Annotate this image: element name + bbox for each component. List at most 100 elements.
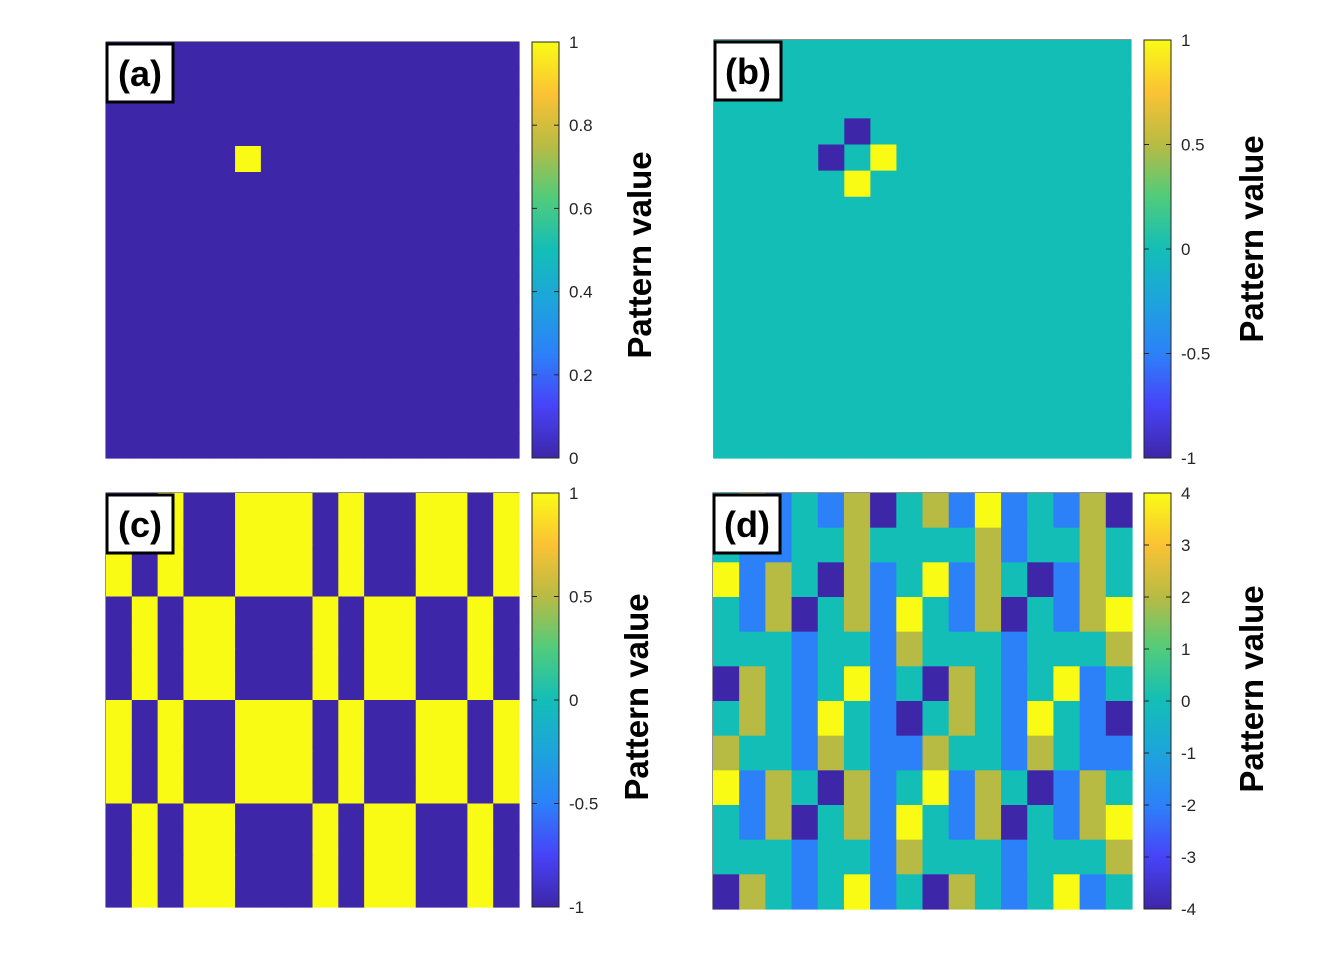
heatmap-cell xyxy=(260,406,288,433)
heatmap-cell xyxy=(235,328,262,355)
heatmap-cell xyxy=(1053,770,1081,806)
heatmap-cell xyxy=(870,379,898,407)
heatmap-cell xyxy=(1027,631,1055,667)
heatmap-cell xyxy=(260,622,288,649)
heatmap-cell xyxy=(415,354,443,381)
heatmap-cell xyxy=(286,94,314,121)
heatmap-cell xyxy=(1053,805,1081,841)
heatmap-cell xyxy=(286,725,314,753)
heatmap-cell xyxy=(183,881,210,908)
heatmap-cell xyxy=(364,855,391,882)
heatmap-cell xyxy=(1105,735,1133,771)
heatmap-cell xyxy=(131,725,159,753)
heatmap-cell xyxy=(766,196,793,224)
heatmap-cell xyxy=(441,250,468,277)
heatmap-cell xyxy=(131,354,159,381)
heatmap-cell xyxy=(131,380,159,407)
heatmap-cell xyxy=(740,379,767,407)
heatmap-cell xyxy=(183,544,210,572)
heatmap-cell xyxy=(922,353,950,381)
heatmap-cell xyxy=(260,42,288,69)
heatmap-cell xyxy=(312,380,339,407)
heatmap-cell xyxy=(441,829,468,856)
heatmap-cell xyxy=(131,855,159,882)
heatmap-cell xyxy=(312,518,339,546)
heatmap-cell xyxy=(922,144,950,172)
panel-label-text: (d) xyxy=(724,504,770,545)
heatmap-cell xyxy=(1078,144,1106,172)
heatmap-cell xyxy=(1027,527,1055,563)
heatmap-cell xyxy=(467,328,494,355)
heatmap-cell xyxy=(1001,770,1028,806)
heatmap-cell xyxy=(131,803,159,830)
heatmap-cell xyxy=(948,874,976,910)
heatmap-cell xyxy=(1027,805,1055,841)
heatmap-cell xyxy=(286,518,314,546)
heatmap-cell xyxy=(389,406,417,433)
heatmap-cell xyxy=(338,751,365,779)
heatmap-cell xyxy=(948,275,976,302)
heatmap-cell xyxy=(1000,275,1028,302)
heatmap-cell xyxy=(312,406,339,433)
heatmap-cell xyxy=(766,327,793,355)
heatmap-cell xyxy=(364,803,391,830)
heatmap-cell xyxy=(713,839,740,875)
colorbar-tick-label: 2 xyxy=(1181,588,1190,607)
heatmap-cell xyxy=(974,839,1002,875)
heatmap-cell xyxy=(338,94,365,121)
heatmap-cell xyxy=(441,544,468,572)
heatmap-cell xyxy=(870,493,897,529)
heatmap-cell xyxy=(441,276,468,303)
heatmap-cell xyxy=(415,855,443,882)
heatmap-cell xyxy=(183,120,210,147)
heatmap-cell xyxy=(260,354,288,381)
heatmap-cell xyxy=(843,631,871,667)
heatmap-cell xyxy=(235,380,262,407)
heatmap-cell xyxy=(467,648,494,675)
heatmap-cell xyxy=(467,518,494,546)
heatmap-cell xyxy=(739,666,766,702)
heatmap-cell xyxy=(415,328,443,355)
heatmap-cell xyxy=(493,432,520,459)
heatmap-cell xyxy=(1000,431,1028,459)
heatmap-cell xyxy=(817,562,845,598)
heatmap-cell xyxy=(844,66,871,93)
heatmap-cell xyxy=(713,701,740,737)
heatmap-cell xyxy=(922,597,950,633)
heatmap-cell xyxy=(1078,196,1106,224)
heatmap-cell xyxy=(131,406,159,433)
heatmap-cell xyxy=(818,275,845,302)
heatmap-cell xyxy=(713,562,740,598)
heatmap-cell xyxy=(389,803,417,830)
heatmap-cell xyxy=(922,66,950,93)
heatmap-cell xyxy=(338,380,365,407)
heatmap-cell xyxy=(1027,839,1055,875)
heatmap-cell xyxy=(389,544,417,572)
heatmap-cell xyxy=(183,432,210,459)
heatmap-cell xyxy=(493,380,520,407)
heatmap-cell xyxy=(286,700,314,727)
panel-label-box xyxy=(712,493,782,555)
heatmap-cell xyxy=(183,68,210,95)
heatmap-cell xyxy=(235,596,262,623)
heatmap-cell xyxy=(131,198,159,225)
heatmap-cell xyxy=(843,527,871,563)
heatmap-cell xyxy=(106,250,133,277)
heatmap-cell xyxy=(415,120,443,147)
heatmap-cell xyxy=(714,379,741,407)
heatmap-cell xyxy=(818,92,845,119)
heatmap-cell xyxy=(714,144,741,172)
heatmap-cell xyxy=(235,302,262,329)
heatmap-cell xyxy=(441,674,468,701)
panel-label: (a) xyxy=(105,42,175,104)
heatmap-cell xyxy=(312,224,339,251)
heatmap-cell xyxy=(157,328,185,355)
heatmap-cell xyxy=(441,68,468,95)
heatmap-cell xyxy=(896,805,924,841)
heatmap-cell xyxy=(1053,631,1081,667)
heatmap-cell xyxy=(844,301,871,328)
heatmap-cell xyxy=(286,881,314,908)
heatmap-cell xyxy=(441,622,468,649)
heatmap-cell xyxy=(106,648,133,675)
heatmap-cell xyxy=(1078,222,1106,250)
